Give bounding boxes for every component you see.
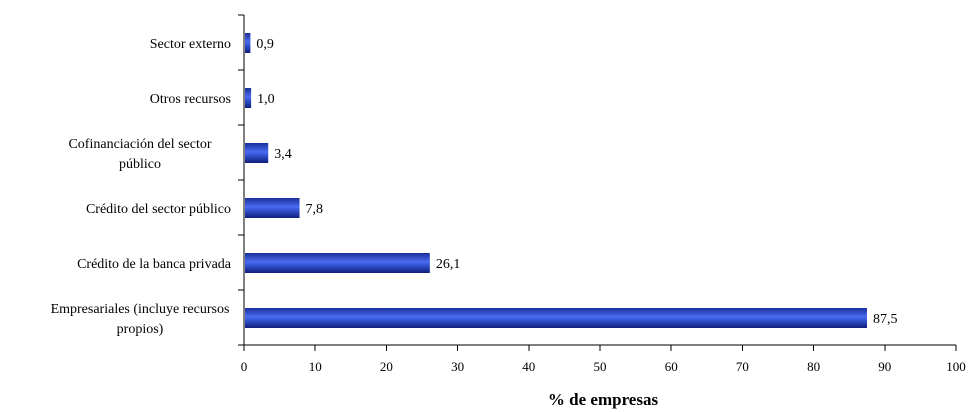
category-labels: Sector externo Otros recursos Cofinanciaci… <box>51 37 232 337</box>
x-tick-label-6: 60 <box>665 359 678 374</box>
value-label-5: 87,5 <box>873 312 898 327</box>
category-label-2: Cofinanciación del sector público <box>68 137 211 172</box>
category-label-0: Sector externo <box>150 37 231 52</box>
category-label-5: Empresariales (incluye recursos propios) <box>51 302 230 337</box>
x-axis-title: % de empresas <box>548 390 659 409</box>
x-tick-label-0: 0 <box>241 359 248 374</box>
x-tick-label-9: 90 <box>878 359 891 374</box>
value-label-2: 3,4 <box>274 147 292 162</box>
x-tick-label-10: 100 <box>946 359 966 374</box>
x-tick-label-4: 40 <box>522 359 535 374</box>
category-label-1: Otros recursos <box>150 92 231 107</box>
category-label-1-line-0: Otros recursos <box>150 92 231 107</box>
x-tick-label-3: 30 <box>451 359 464 374</box>
category-label-5-line-0: Empresariales (incluye recursos <box>51 302 230 317</box>
category-label-2-line-0: Cofinanciación del sector <box>68 137 211 152</box>
x-tick-label-7: 70 <box>736 359 749 374</box>
category-label-5-line-1: propios) <box>117 322 164 337</box>
bar-0 <box>245 33 251 53</box>
category-label-3: Crédito del sector público <box>86 202 231 217</box>
x-tick-label-5: 50 <box>594 359 607 374</box>
bar-1 <box>245 88 252 108</box>
bar-3 <box>245 198 300 218</box>
x-tick-label-2: 20 <box>380 359 393 374</box>
bar-2 <box>245 143 269 163</box>
bars-layer <box>245 33 867 328</box>
value-label-3: 7,8 <box>306 202 324 217</box>
x-tick-label-1: 10 <box>309 359 322 374</box>
bar-5 <box>245 308 867 328</box>
value-label-4: 26,1 <box>436 257 461 272</box>
category-label-3-line-0: Crédito del sector público <box>86 202 231 217</box>
x-tick-label-8: 80 <box>807 359 820 374</box>
value-label-1: 1,0 <box>257 92 275 107</box>
category-label-4-line-0: Crédito de la banca privada <box>77 257 232 272</box>
category-label-4: Crédito de la banca privada <box>77 257 232 272</box>
value-label-0: 0,9 <box>256 37 274 52</box>
axes: 0 10 20 30 40 50 60 70 80 90 100 <box>238 14 966 374</box>
value-labels: 0,9 1,0 3,4 7,8 26,1 87,5 <box>256 37 897 327</box>
category-label-0-line-0: Sector externo <box>150 37 231 52</box>
bar-4 <box>245 253 430 273</box>
category-label-2-line-1: público <box>119 157 161 172</box>
